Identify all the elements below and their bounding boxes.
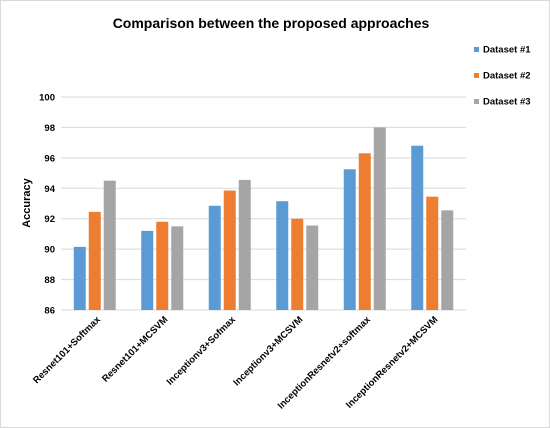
x-tick-label: Inceptionv3+Sofmax	[165, 314, 239, 388]
x-axis-ticks: Resnet101+SoftmaxResnet101+MCSVMInceptio…	[31, 314, 440, 412]
y-tick-label: 88	[44, 275, 55, 286]
bar-3-2	[171, 226, 184, 310]
legend-label-3: Dataset #3	[483, 97, 531, 108]
bar-2-4	[291, 218, 304, 310]
bar-1-6	[411, 145, 424, 310]
y-tick-label: 98	[44, 123, 55, 134]
bar-3-5	[373, 127, 386, 310]
x-tick-label: Inceptionv3+MCSVM	[231, 314, 305, 388]
y-tick-label: 92	[44, 214, 55, 225]
x-tick-label: Resnet101+MCSVM	[100, 314, 170, 384]
gridlines	[61, 96, 466, 311]
y-tick-label: 96	[44, 153, 55, 164]
bar-3-3	[238, 179, 251, 310]
bar-3-4	[306, 225, 319, 310]
legend-label-1: Dataset #1	[483, 45, 531, 56]
y-tick-label: 86	[44, 306, 55, 317]
bar-1-1	[73, 246, 86, 310]
bar-1-5	[343, 169, 356, 310]
y-tick-label: 90	[44, 245, 55, 256]
bar-2-2	[156, 221, 169, 310]
y-tick-label: 100	[39, 93, 55, 104]
bar-3-6	[441, 210, 454, 310]
bar-2-1	[88, 211, 101, 310]
y-axis-ticks: 86 88 90 92 94 96 98 100	[39, 93, 56, 317]
bar-1-4	[276, 201, 289, 310]
bars	[73, 127, 454, 310]
bar-3-1	[103, 180, 116, 310]
y-tick-label: 94	[44, 184, 55, 195]
y-axis-label: Accuracy	[21, 177, 33, 227]
legend-label-2: Dataset #2	[483, 71, 531, 82]
bar-1-3	[208, 205, 221, 310]
bar-2-6	[426, 196, 439, 310]
legend: Dataset #1 Dataset #2 Dataset #3	[474, 45, 531, 108]
x-tick-label: Resnet101+Softmax	[31, 314, 103, 386]
legend-swatch-3	[474, 99, 479, 104]
legend-swatch-1	[474, 47, 479, 52]
bar-1-2	[141, 230, 154, 310]
bar-2-3	[223, 190, 236, 310]
bar-2-5	[358, 153, 371, 310]
legend-swatch-2	[474, 73, 479, 78]
chart-title: Comparison between the proposed approach…	[113, 15, 430, 31]
